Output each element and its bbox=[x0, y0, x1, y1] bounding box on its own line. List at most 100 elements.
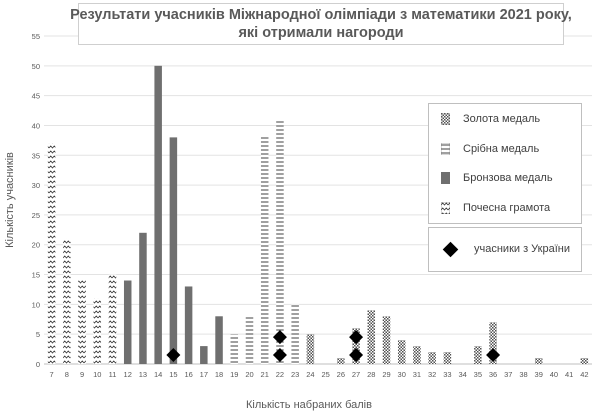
x-tick-label: 21 bbox=[261, 370, 269, 379]
x-tick-label: 18 bbox=[215, 370, 223, 379]
bars bbox=[47, 65, 589, 365]
bar-honorable bbox=[93, 298, 102, 364]
y-tick-label: 30 bbox=[32, 181, 40, 190]
chart-title: Результати учасників Міжнародної олімпіа… bbox=[70, 3, 572, 45]
bar-honorable bbox=[108, 274, 117, 364]
y-tick-label: 5 bbox=[36, 330, 40, 339]
x-tick-label: 29 bbox=[382, 370, 390, 379]
ukraine-marker bbox=[166, 348, 181, 363]
marker-legend: учасники з України bbox=[428, 227, 582, 272]
bar-bronze bbox=[200, 346, 208, 364]
bar-gold bbox=[474, 346, 482, 364]
gold-swatch bbox=[441, 113, 450, 125]
ukraine-marker bbox=[486, 348, 501, 363]
x-tick-label: 22 bbox=[276, 370, 284, 379]
bar-bronze bbox=[139, 232, 147, 364]
x-tick-label: 11 bbox=[109, 370, 117, 379]
ukraine-marker bbox=[272, 330, 287, 345]
bar-bronze bbox=[154, 65, 162, 365]
axes: 0 5 10 15 20 25 30 35 40 45 50 55 7 8 9 10 11 12 13 14 15 16 1… bbox=[32, 32, 589, 379]
x-tick-label: 24 bbox=[306, 370, 314, 379]
silver-swatch bbox=[441, 143, 450, 155]
diamond-icon bbox=[442, 241, 459, 257]
x-tick-label: 10 bbox=[93, 370, 101, 379]
x-tick-label: 38 bbox=[519, 370, 527, 379]
y-tick-label: 25 bbox=[32, 211, 40, 220]
x-tick-label: 12 bbox=[124, 370, 132, 379]
x-tick-label: 39 bbox=[535, 370, 543, 379]
bar-honorable bbox=[78, 280, 86, 364]
legend-label-silver: Срібна медаль bbox=[463, 143, 540, 155]
x-tick-label: 17 bbox=[200, 370, 208, 379]
bronze-swatch bbox=[441, 172, 450, 184]
x-tick-label: 28 bbox=[367, 370, 375, 379]
x-tick-label: 9 bbox=[80, 370, 84, 379]
bar-gold bbox=[489, 322, 497, 364]
bar-gold bbox=[337, 358, 345, 364]
chart-title-line-1: Результати учасників Міжнародної олімпіа… bbox=[70, 7, 572, 23]
x-tick-label: 7 bbox=[50, 370, 54, 379]
bar-honorable bbox=[63, 238, 71, 364]
ukraine-marker bbox=[349, 330, 364, 345]
x-tick-label: 25 bbox=[321, 370, 329, 379]
x-tick-label: 19 bbox=[230, 370, 238, 379]
y-tick-label: 40 bbox=[32, 121, 40, 130]
bar-bronze bbox=[169, 137, 178, 364]
ukraine-marker bbox=[349, 348, 364, 363]
x-tick-label: 42 bbox=[580, 370, 588, 379]
bar-silver bbox=[276, 119, 284, 364]
bar-silver bbox=[245, 316, 254, 364]
y-tick-label: 20 bbox=[32, 241, 40, 250]
x-tick-label: 14 bbox=[154, 370, 162, 379]
ukraine-markers bbox=[166, 330, 501, 363]
y-tick-label: 0 bbox=[36, 360, 40, 369]
bar-gold bbox=[534, 358, 543, 364]
y-tick-label: 35 bbox=[32, 151, 40, 160]
bar-honorable bbox=[47, 143, 56, 364]
x-tick-label: 31 bbox=[413, 370, 421, 379]
x-tick-label: 36 bbox=[489, 370, 497, 379]
legend-item-silver: Срібна медаль bbox=[441, 139, 539, 159]
legend-label-gold: Золота медаль bbox=[463, 113, 541, 125]
bar-gold bbox=[397, 340, 406, 364]
y-tick-label: 45 bbox=[32, 92, 40, 101]
x-tick-label: 40 bbox=[550, 370, 558, 379]
bar-silver bbox=[260, 137, 269, 364]
legend: Золота медаль Срібна медаль Бронзова мед… bbox=[428, 103, 582, 224]
x-tick-label: 15 bbox=[169, 370, 177, 379]
legend-label-ukraine: учасники з України bbox=[474, 243, 570, 255]
chart-title-line-2: які отримали нагороди bbox=[238, 25, 404, 41]
y-axis-label: Кількість учасників bbox=[4, 152, 16, 248]
x-tick-label: 23 bbox=[291, 370, 299, 379]
x-tick-label: 27 bbox=[352, 370, 360, 379]
bar-gold bbox=[382, 316, 391, 364]
x-tick-label: 35 bbox=[474, 370, 482, 379]
x-axis-label: Кількість набраних балів bbox=[246, 399, 372, 411]
x-tick-label: 30 bbox=[398, 370, 406, 379]
bar-gold bbox=[580, 358, 589, 364]
x-tick-label: 13 bbox=[139, 370, 147, 379]
x-tick-label: 34 bbox=[458, 370, 466, 379]
x-tick-label: 8 bbox=[65, 370, 69, 379]
bar-gold bbox=[352, 328, 360, 364]
bar-gold bbox=[443, 352, 452, 364]
legend-item-ukraine: учасники з України bbox=[441, 239, 570, 259]
x-tick-label: 16 bbox=[184, 370, 192, 379]
legend-label-bronze: Бронзова медаль bbox=[463, 172, 553, 184]
bar-silver bbox=[230, 334, 239, 364]
y-tick-label: 55 bbox=[32, 32, 40, 41]
x-tick-label: 26 bbox=[337, 370, 345, 379]
legend-item-honorable: Почесна грамота bbox=[441, 198, 550, 218]
bar-bronze bbox=[215, 316, 223, 364]
bar-gold bbox=[428, 352, 436, 364]
bar-silver bbox=[291, 304, 299, 364]
x-tick-label: 32 bbox=[428, 370, 436, 379]
y-tick-label: 10 bbox=[32, 300, 40, 309]
bar-gold bbox=[413, 346, 421, 364]
x-tick-label: 33 bbox=[443, 370, 451, 379]
bar-gold bbox=[367, 310, 376, 364]
bar-bronze bbox=[184, 286, 193, 364]
legend-label-honorable: Почесна грамота bbox=[463, 202, 551, 214]
legend-item-gold: Золота медаль bbox=[441, 109, 540, 129]
x-tick-label: 37 bbox=[504, 370, 512, 379]
